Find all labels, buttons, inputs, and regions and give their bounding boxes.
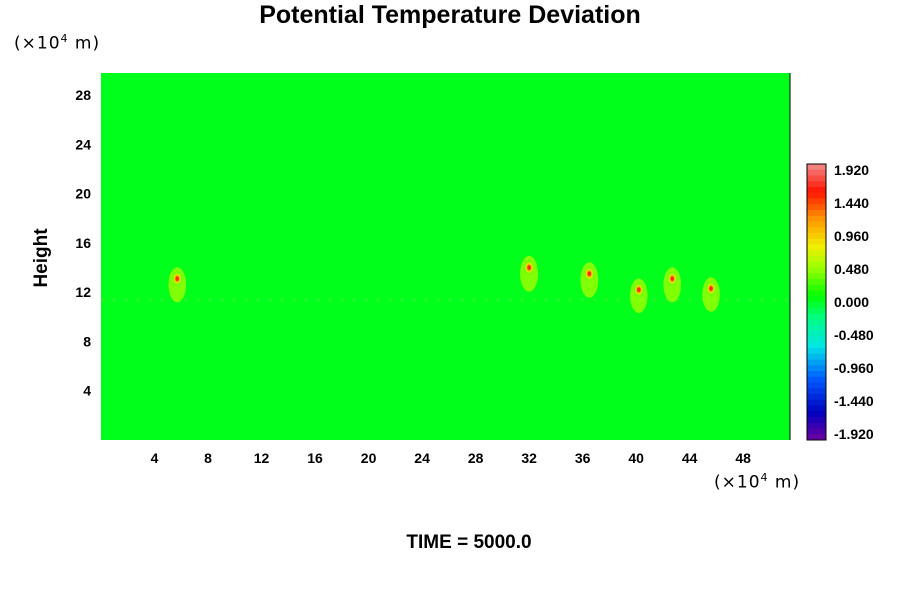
colorbar-segment: [807, 325, 826, 332]
y-tick-label: 12: [75, 284, 91, 300]
x-tick-label: 40: [628, 450, 644, 466]
y-tick-label: 24: [75, 136, 91, 152]
colorbar-segment: [807, 198, 826, 205]
colorbar-segment: [807, 192, 826, 199]
colorbar-segment: [807, 238, 826, 245]
hotspot-core: [175, 276, 180, 282]
x-tick-label: 36: [575, 450, 591, 466]
colorbar-segment: [807, 417, 826, 424]
colorbar-segment: [807, 250, 826, 257]
heatmap-field: [101, 73, 790, 440]
colorbar-segment: [807, 359, 826, 366]
hotspot-core: [637, 287, 641, 293]
x-tick-label: 48: [735, 450, 751, 466]
colorbar-label: 0.480: [834, 261, 869, 277]
y-tick-label: 20: [75, 186, 91, 202]
colorbar-segment: [807, 336, 826, 343]
y-unit-suffix: m): [68, 33, 101, 54]
colorbar-segment: [807, 273, 826, 280]
colorbar-segment: [807, 261, 826, 268]
colorbar-segment: [807, 227, 826, 234]
colorbar-segment: [807, 296, 826, 303]
colorbar-segment: [807, 256, 826, 263]
x-tick-label: 24: [414, 450, 430, 466]
colorbar-label: 1.440: [834, 195, 869, 211]
colorbar-frame: [806, 163, 827, 441]
y-unit-exp: 4: [60, 32, 69, 45]
colorbar-label: 1.920: [834, 162, 869, 178]
colorbar-segment: [807, 210, 826, 217]
colorbar-label: -1.920: [834, 426, 874, 442]
colorbar-segment: [807, 284, 826, 291]
colorbar-segment: [807, 399, 826, 406]
colorbar-segment: [807, 365, 826, 372]
colorbar-segment: [807, 371, 826, 378]
colorbar-label: -0.480: [834, 327, 874, 343]
y-tick-label: 8: [83, 333, 91, 349]
colorbar-segment: [807, 279, 826, 286]
colorbar-segment: [807, 330, 826, 337]
y-axis-unit: (×104 m): [14, 32, 100, 54]
colorbar-segment: [807, 405, 826, 412]
colorbar-segment: [807, 215, 826, 222]
x-tick-label: 32: [521, 450, 537, 466]
colorbar-segment: [807, 267, 826, 274]
colorbar-segment: [807, 175, 826, 182]
colorbar-segment: [807, 376, 826, 383]
x-tick-label: 44: [682, 450, 698, 466]
hotspot-core: [670, 276, 675, 282]
x-tick-label: 16: [307, 450, 323, 466]
x-tick-label: 20: [361, 450, 377, 466]
colorbar-segment: [807, 290, 826, 297]
colorbar-segment: [807, 422, 826, 429]
colorbar-segment: [807, 181, 826, 188]
colorbar-segment: [807, 187, 826, 194]
y-tick-label: 4: [83, 383, 91, 399]
colorbar-segment: [807, 169, 826, 176]
y-unit-prefix: (×10: [14, 33, 61, 54]
colorbar-segment: [807, 307, 826, 314]
colorbar-segment: [807, 348, 826, 355]
x-tick-label: 4: [151, 450, 159, 466]
colorbar-segment: [807, 388, 826, 395]
y-tick-label: 16: [75, 235, 91, 251]
colorbar-segment: [807, 319, 826, 326]
colorbar-label: -1.440: [834, 393, 874, 409]
colorbar-segment: [807, 353, 826, 360]
x-tick-label: 8: [204, 450, 212, 466]
hotspot-core: [587, 271, 592, 277]
colorbar-segment: [807, 434, 826, 441]
colorbar-segment: [807, 204, 826, 211]
time-label: TIME = 5000.0: [406, 532, 532, 553]
colorbar-label: 0.000: [834, 294, 869, 310]
hotspot-core: [709, 286, 713, 291]
colorbar-segment: [807, 302, 826, 309]
y-tick-label: 28: [75, 87, 91, 103]
colorbar-segment: [807, 428, 826, 435]
colorbar-label: -0.960: [834, 360, 874, 376]
colorbar-segment: [807, 244, 826, 251]
x-unit-exp: 4: [760, 471, 769, 484]
colorbar-label: 0.960: [834, 228, 869, 244]
colorbar-segment: [807, 221, 826, 228]
colorbar-segment: [807, 342, 826, 349]
colorbar-segment: [807, 164, 826, 171]
colorbar-segment: [807, 394, 826, 401]
colorbar-segment: [807, 313, 826, 320]
hotspot-core: [527, 265, 531, 270]
x-tick-label: 12: [254, 450, 270, 466]
x-axis-unit: (×104 m): [714, 471, 800, 493]
x-tick-label: 28: [468, 450, 484, 466]
colorbar-segment: [807, 411, 826, 418]
x-unit-suffix: m): [768, 472, 801, 493]
chart-title: Potential Temperature Deviation: [259, 1, 641, 29]
x-unit-prefix: (×10: [714, 472, 761, 493]
colorbar-segment: [807, 233, 826, 240]
colorbar-segment: [807, 382, 826, 389]
